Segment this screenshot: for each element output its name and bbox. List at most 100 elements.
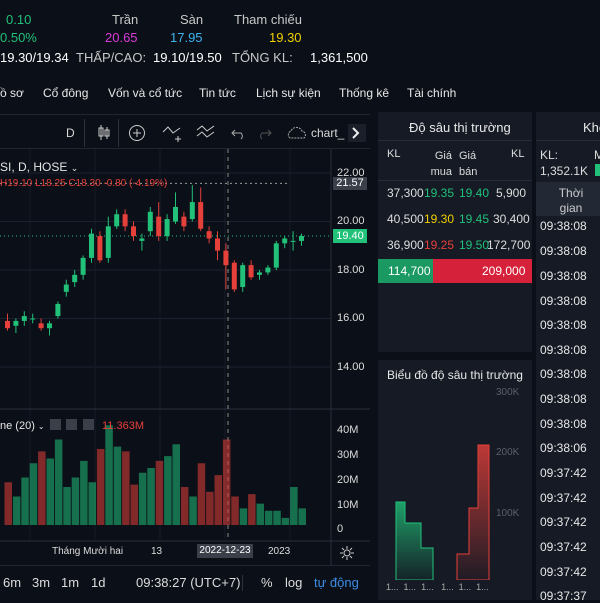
settings-icon[interactable] xyxy=(66,419,78,430)
trade-time: 09:38:08 xyxy=(540,294,587,308)
candle-body xyxy=(97,236,103,261)
tab-capital[interactable]: Vốn và cổ tức xyxy=(108,86,183,100)
candles-icon[interactable] xyxy=(97,124,111,142)
volume-bar xyxy=(96,449,105,525)
candle-body xyxy=(13,320,19,326)
volume-bar xyxy=(256,503,264,525)
depth-ask-price[interactable]: 19.40 xyxy=(459,186,490,200)
trades-kl-label: KL: xyxy=(540,148,559,162)
volume-bar xyxy=(273,510,281,525)
depth-bid-vol: 36,900 xyxy=(387,238,424,252)
volume-value: 11.363M xyxy=(102,420,144,432)
candle-body xyxy=(206,231,212,239)
close-icon[interactable] xyxy=(82,419,94,430)
price-change: 0.10 xyxy=(6,12,32,27)
volume-legend[interactable]: ne (20) ⌄ xyxy=(0,420,45,432)
last-price-label: 19.40 xyxy=(333,229,367,243)
volume-bar xyxy=(197,463,206,525)
candle-body xyxy=(181,216,187,227)
price-tick: 18.00 xyxy=(337,264,365,276)
tab-news[interactable]: Tin tức xyxy=(199,86,236,100)
depth-divider xyxy=(378,180,532,181)
depth-chart-tick: 300K xyxy=(496,387,520,398)
candle-body xyxy=(147,211,153,232)
volume-bar xyxy=(113,446,122,525)
log-toggle[interactable]: log xyxy=(285,575,303,590)
trade-time: 09:38:08 xyxy=(540,343,587,357)
candle-body xyxy=(89,233,94,258)
volume-tick: 30M xyxy=(337,449,359,461)
depth-chart-title: Biểu đồ độ sâu thị trường xyxy=(387,368,523,382)
depth-ask-vol: 30,400 xyxy=(493,212,530,226)
volume-bar xyxy=(4,482,12,525)
volume-bar xyxy=(122,451,130,525)
volume-label: TỔNG KL: xyxy=(232,50,293,65)
depth-bid-price[interactable]: 19.35 xyxy=(424,186,455,200)
depth-header-ask: Giá bán xyxy=(459,150,478,178)
floor-value: 17.95 xyxy=(170,30,203,45)
chart-layout-name[interactable]: chart_ xyxy=(311,126,345,140)
chart-symbol-text: SI, D, HOSE xyxy=(0,160,68,174)
compare-icon[interactable] xyxy=(162,124,184,142)
depth-divider xyxy=(378,140,532,141)
depth-ask-price[interactable]: 19.45 xyxy=(459,212,490,226)
trade-time: 09:38:08 xyxy=(540,244,587,258)
volume-bar xyxy=(54,439,63,525)
indicators-icon[interactable] xyxy=(196,124,218,142)
depth-bid-price[interactable]: 19.30 xyxy=(424,212,455,226)
depth-ask-area xyxy=(456,444,490,580)
candle-body xyxy=(55,303,61,317)
depth-x-tick: 1... xyxy=(421,582,434,592)
crosshair-date: 2022-12-23 xyxy=(197,544,253,558)
ceiling-value: 20.65 xyxy=(105,30,138,45)
chart-symbol[interactable]: SI, D, HOSE ⌄ xyxy=(0,160,78,174)
depth-ask-price[interactable]: 19.50 xyxy=(459,238,490,252)
range-divider xyxy=(0,565,370,566)
volume-bar xyxy=(29,463,38,525)
range-1m[interactable]: 1m xyxy=(61,575,80,590)
high-price-label: 21.57 xyxy=(333,177,367,190)
candle-body xyxy=(131,226,136,237)
range-3m[interactable]: 3m xyxy=(32,575,51,590)
total-bid-bar xyxy=(378,259,433,283)
cloud-icon[interactable] xyxy=(285,126,309,140)
depth-bid-area xyxy=(395,501,434,580)
price-tick: 16.00 xyxy=(337,312,365,324)
depth-panel xyxy=(378,112,532,352)
percent-toggle[interactable]: % xyxy=(261,575,273,590)
depth-bid-price[interactable]: 19.25 xyxy=(424,238,455,252)
redo-icon[interactable] xyxy=(256,126,272,140)
trade-time: 09:37:42 xyxy=(540,491,587,505)
time-tick: 2023 xyxy=(268,546,291,557)
range-1d[interactable]: 1d xyxy=(91,575,106,590)
undo-icon[interactable] xyxy=(231,126,247,140)
toolbar-separator xyxy=(118,119,119,147)
volume-bar xyxy=(172,444,180,525)
volume-bar xyxy=(63,487,71,525)
range-6m[interactable]: 6m xyxy=(3,575,22,590)
tab-finance[interactable]: Tài chính xyxy=(407,86,457,100)
candle-body xyxy=(164,219,170,237)
volume-bar xyxy=(105,425,113,525)
depth-chart[interactable] xyxy=(378,390,532,580)
trade-time: 09:37:42 xyxy=(540,466,587,480)
volume-bar xyxy=(214,475,222,525)
gear-icon[interactable] xyxy=(340,546,354,560)
tab-shareholders[interactable]: Cổ đông xyxy=(43,86,89,100)
candle-body xyxy=(173,206,178,222)
eye-icon[interactable] xyxy=(50,419,61,430)
interval-selector[interactable]: D xyxy=(66,126,75,140)
volume-bar xyxy=(80,460,88,525)
trade-time: 09:38:08 xyxy=(540,392,587,406)
fullscreen-icon[interactable] xyxy=(348,124,366,142)
auto-toggle[interactable]: tự động xyxy=(314,575,359,590)
tab-statistics[interactable]: Thống kê xyxy=(339,86,390,100)
trades-header-bg xyxy=(536,182,600,216)
trades-kl-value: 1,352.1K xyxy=(540,164,589,178)
price-chart[interactable] xyxy=(0,149,370,600)
add-indicator-icon[interactable] xyxy=(128,124,146,142)
candle-body xyxy=(21,316,27,321)
depth-x-tick: 1... xyxy=(403,582,417,592)
tab-profile[interactable]: ồ sơ xyxy=(0,86,24,100)
tab-events[interactable]: Lịch sự kiện xyxy=(256,86,321,100)
